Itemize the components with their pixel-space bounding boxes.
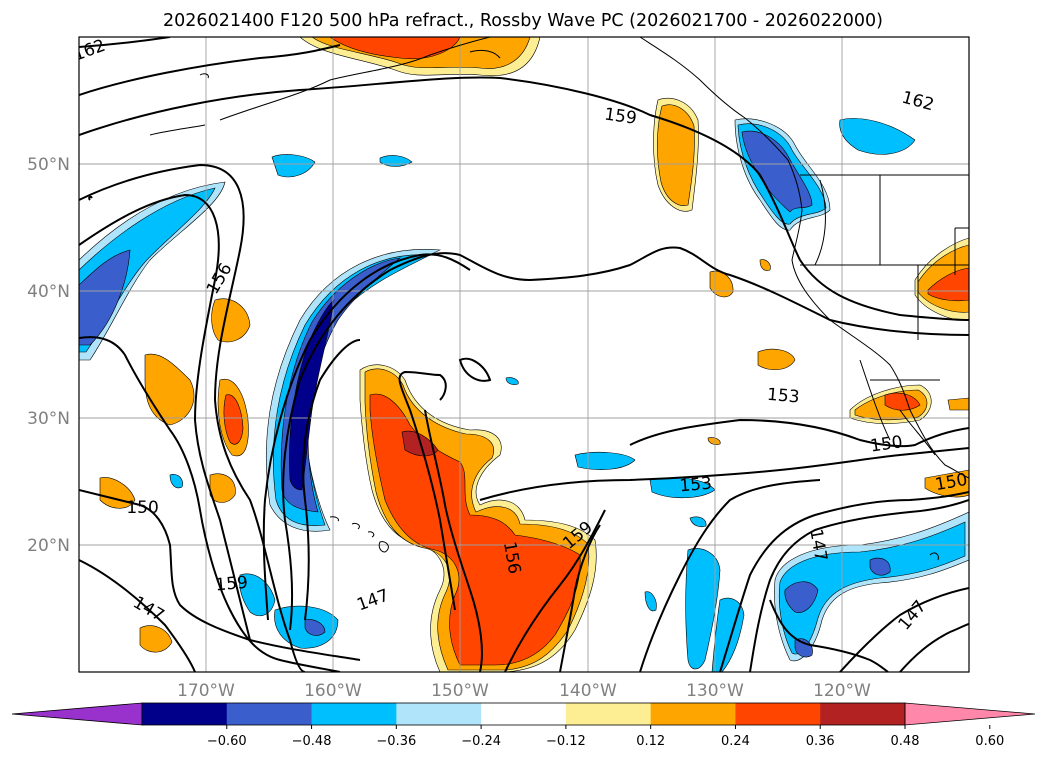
contour-label: 159	[603, 105, 638, 129]
lon-label: 120°W	[813, 681, 871, 701]
colorbar-tick-label: −0.36	[376, 734, 416, 749]
contour-label: 150	[126, 498, 158, 518]
colorbar-extend-low	[11, 702, 143, 726]
colorbar: −0.60 −0.48 −0.36 −0.24 −0.12 0.12 0.24 0.36 0.4…	[11, 702, 1036, 749]
lat-label: 20°N	[27, 536, 70, 556]
lat-label: 40°N	[27, 282, 70, 302]
colorbar-extend-high	[904, 702, 1036, 726]
colorbar-tick-label: 0.36	[806, 734, 835, 749]
lat-label: 30°N	[27, 409, 70, 429]
lon-label: 150°W	[431, 681, 489, 701]
colorbar-segment	[565, 703, 652, 725]
colorbar-segment	[820, 703, 906, 725]
colorbar-tick-label: 0.12	[636, 734, 665, 749]
contour-label: 159	[215, 573, 249, 596]
colorbar-segment	[142, 703, 228, 725]
colorbar-tick-label: 0.60	[975, 734, 1004, 749]
colorbar-segment	[226, 703, 313, 725]
latitude-labels: 50°N 40°N 30°N 20°N	[27, 155, 70, 556]
colorbar-segment	[650, 703, 736, 725]
colorbar-tick-label: −0.48	[292, 734, 332, 749]
lon-label: 170°W	[177, 681, 235, 701]
graticule	[79, 37, 969, 672]
colorbar-frame	[141, 702, 906, 726]
colorbar-segment	[735, 703, 821, 725]
lon-label: 130°W	[686, 681, 744, 701]
colorbar-tick-label: −0.12	[546, 734, 586, 749]
colorbar-tick-label: 0.24	[721, 734, 750, 749]
islands	[199, 49, 939, 561]
lon-label: 160°W	[304, 681, 362, 701]
colorbar-tick-label: −0.24	[461, 734, 501, 749]
coastlines	[149, 37, 969, 479]
contour-label: 153	[766, 385, 800, 408]
longitude-labels: 170°W 160°W 150°W 140°W 130°W 120°W	[177, 681, 871, 701]
colorbar-segment	[481, 703, 567, 725]
colorbar-segment	[396, 703, 482, 725]
colorbar-segment	[311, 703, 397, 725]
contour-label: 153	[679, 474, 713, 497]
contour-label: 150	[869, 432, 904, 456]
contour-lines	[79, 37, 969, 672]
figure-title: 2026021400 F120 500 hPa refract., Rossby…	[163, 11, 883, 31]
lon-label: 140°W	[559, 681, 617, 701]
colorbar-tick-label: 0.48	[891, 734, 920, 749]
map-frame	[78, 36, 970, 673]
lat-label: 50°N	[27, 155, 70, 175]
colorbar-tick-label: −0.60	[207, 734, 247, 749]
